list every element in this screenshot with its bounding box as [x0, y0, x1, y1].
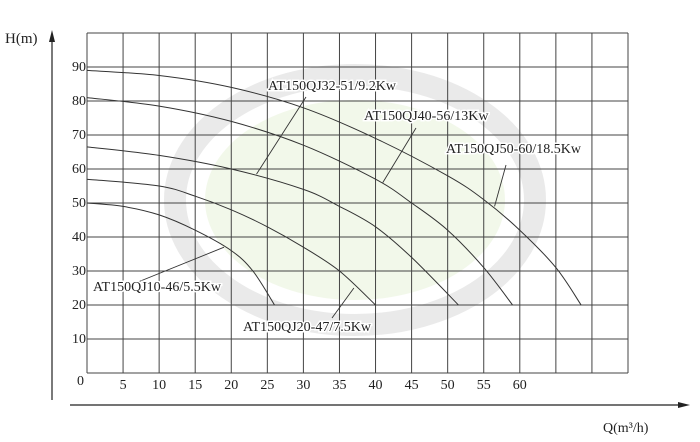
x-tick-label: 35 [332, 378, 346, 393]
y-tick-label: 20 [72, 298, 86, 313]
performance-curve [86, 69, 582, 306]
curves [86, 69, 582, 306]
y-tick-label: 90 [72, 60, 86, 75]
performance-curve [86, 178, 376, 306]
annotation-label: AT150QJ10-46/5.5Kw [93, 280, 222, 295]
annotation-leader-line [494, 164, 507, 207]
y-tick-label: 60 [72, 162, 86, 177]
y-tick-label: 10 [72, 332, 86, 347]
tick-labels: 0 5 10 15 20 25 30 35 40 45 50 55 60 10 20 30 40 50 60 70 80… [72, 60, 527, 393]
y-tick-label: 40 [72, 230, 86, 245]
annotation-label: AT150QJ32-51/9.2Kw [268, 79, 397, 94]
x-axis-arrow [678, 402, 690, 408]
x-tick-label: 25 [260, 378, 274, 393]
annotation-label: AT150QJ50-60/18.5Kw [446, 142, 582, 157]
annotation-label: AT150QJ40-56/13Kw [364, 109, 489, 124]
watermark-logo [164, 64, 546, 336]
x-axis-label: Q(m³/h) [603, 421, 649, 436]
x-tick-label: 20 [224, 378, 238, 393]
x-tick-label: 0 [77, 374, 84, 389]
y-tick-label: 70 [72, 128, 86, 143]
annotation-label: AT150QJ20-47/7.5Kw [243, 320, 372, 335]
annotations: AT150QJ10-46/5.5Kw AT150QJ20-47/7.5Kw AT15… [92, 78, 584, 337]
performance-curve [86, 146, 459, 306]
annotation-leader-line [256, 96, 307, 175]
x-tick-label: 30 [296, 378, 310, 393]
x-tick-label: 5 [120, 378, 127, 393]
x-tick-label: 50 [441, 378, 455, 393]
annotation-leader-line [331, 287, 355, 319]
y-tick-label: 30 [72, 264, 86, 279]
x-tick-label: 60 [513, 378, 527, 393]
x-tick-label: 55 [477, 378, 491, 393]
annotation-leader-line [137, 246, 225, 283]
y-tick-label: 80 [72, 94, 86, 109]
axes [49, 30, 690, 408]
annotation-leader-line [382, 127, 417, 183]
x-tick-label: 10 [152, 378, 166, 393]
x-tick-label: 45 [405, 378, 419, 393]
performance-curve [86, 202, 275, 306]
x-tick-label: 15 [188, 378, 202, 393]
x-tick-label: 40 [369, 378, 383, 393]
y-tick-label: 50 [72, 196, 86, 211]
y-axis-arrow [49, 30, 55, 42]
performance-curve [86, 97, 513, 306]
y-axis-label: H(m) [5, 31, 38, 47]
